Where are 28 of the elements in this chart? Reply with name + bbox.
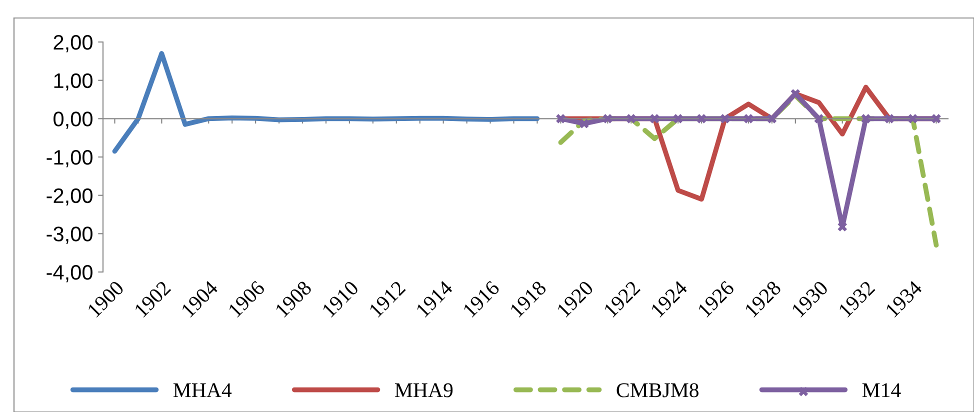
legend-label: MHA4 xyxy=(173,383,232,398)
point xyxy=(884,114,894,124)
point xyxy=(908,114,918,124)
point xyxy=(602,114,612,124)
point xyxy=(650,114,660,124)
point xyxy=(626,114,636,124)
y-tick-label: -2,00 xyxy=(46,188,92,206)
legend-label: M14 xyxy=(862,383,901,398)
point xyxy=(720,114,730,124)
y-tick-label: 0,00 xyxy=(54,112,92,129)
point xyxy=(932,114,941,124)
line-series xyxy=(112,51,540,154)
point xyxy=(838,222,848,232)
point xyxy=(673,114,683,124)
point xyxy=(580,118,589,128)
y-tick-label: -4,00 xyxy=(46,265,92,282)
legend-label: CMBJM8 xyxy=(616,383,698,398)
y-tick-label: 1,00 xyxy=(54,73,92,91)
point xyxy=(556,114,566,124)
point xyxy=(861,114,871,124)
legend-label: MHA9 xyxy=(394,383,453,398)
y-tick-label: -3,00 xyxy=(46,226,92,244)
point xyxy=(744,114,754,124)
point xyxy=(696,114,706,124)
y-tick-label: -1,00 xyxy=(46,150,92,168)
point xyxy=(767,114,777,124)
y-tick-label: 2,00 xyxy=(54,35,92,52)
point xyxy=(814,114,824,124)
